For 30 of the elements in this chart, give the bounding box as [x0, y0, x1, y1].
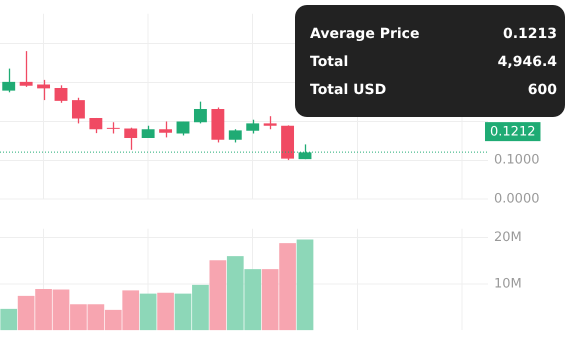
annotation: Total [310, 54, 348, 70]
candlestick [54, 84, 68, 104]
candlestick [246, 119, 260, 134]
y-tick-label: 0.0000 [494, 192, 540, 207]
y-tick-label: 10M [494, 276, 522, 292]
ref-line-label: 0.1212 [490, 124, 536, 140]
candlestick [72, 97, 85, 124]
bar [140, 294, 157, 330]
candlestick [20, 50, 33, 88]
text: 600 [528, 82, 557, 98]
text: 0.1213 [502, 26, 557, 42]
candlestick [37, 79, 50, 101]
candlestick [159, 120, 172, 138]
bar [296, 239, 314, 330]
candlestick [142, 125, 155, 139]
text: 4,946.4 [498, 54, 557, 70]
candlestick [176, 120, 190, 136]
candlestick [89, 117, 102, 134]
annotation: Average Price [310, 26, 420, 42]
bar [0, 308, 18, 330]
y-tick-label: 0.1000 [494, 152, 540, 168]
candlestick [124, 127, 138, 150]
bar [157, 292, 174, 330]
candlestick [2, 68, 16, 93]
y-tick-label: 20M [494, 230, 522, 245]
candlestick [194, 100, 207, 124]
annotation: Total USD [310, 82, 386, 98]
candlestick [228, 128, 242, 144]
bar [209, 260, 226, 330]
candlestick [106, 122, 120, 134]
